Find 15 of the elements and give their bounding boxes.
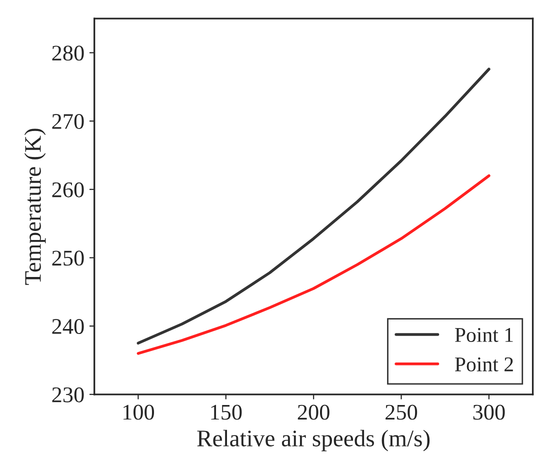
y-axis-title: Temperature (K)	[24, 128, 46, 285]
x-tick-label: 250	[386, 404, 418, 420]
y-tick-label: 280	[52, 46, 84, 61]
x-tick-label: 100	[123, 404, 154, 420]
x-tick-label: 150	[211, 404, 242, 420]
y-tick-label: 250	[52, 250, 84, 266]
legend-label: Point 2	[455, 357, 513, 372]
x-axis-title: Relative air speeds (m/s)	[197, 430, 430, 452]
y-tick-label: 240	[52, 319, 84, 334]
y-tick-label: 230	[52, 387, 84, 402]
x-tick-label: 200	[298, 404, 330, 420]
y-tick-label: 270	[52, 114, 84, 129]
y-tick-label: 260	[52, 182, 84, 198]
x-tick-label: 300	[473, 404, 505, 420]
legend-label: Point 1	[455, 328, 513, 342]
